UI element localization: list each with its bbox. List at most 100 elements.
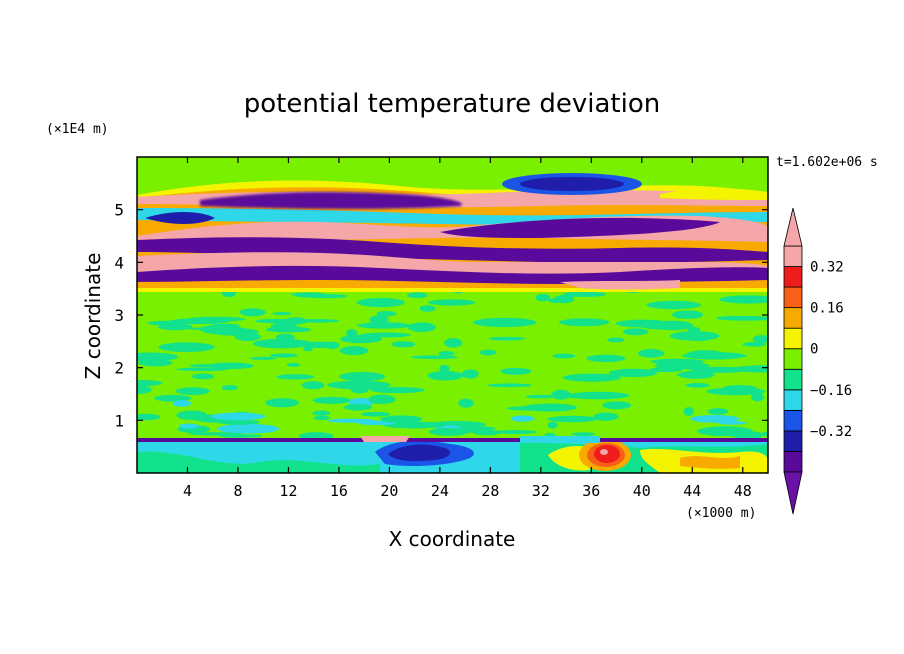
field-patch (340, 334, 382, 344)
field-patch (234, 332, 261, 342)
field-patch (137, 352, 179, 362)
field-patch (299, 341, 340, 348)
field-patch (175, 387, 210, 395)
warm-anomaly-peak (600, 449, 608, 455)
field-patch (571, 432, 595, 437)
field-patch (217, 423, 280, 434)
field-patch (327, 418, 376, 423)
band-cold-low (137, 265, 768, 284)
x-tick-label: 16 (330, 482, 348, 500)
field-patch (391, 341, 416, 348)
colorbar-swatch (783, 327, 803, 350)
field-patch (761, 431, 768, 437)
colorbar-swatch (783, 307, 803, 329)
field-patch (473, 429, 501, 436)
field-patch (458, 398, 474, 408)
field-patch (510, 415, 535, 422)
colorbar-tick-label: 0.16 (810, 301, 844, 317)
inversion-warm-bit (360, 436, 410, 442)
field-patch (380, 415, 423, 423)
top-warm-right (660, 188, 768, 200)
field-patch (188, 432, 243, 436)
field-patch (286, 362, 301, 367)
field-patch (369, 386, 425, 394)
y-axis-label: Z coordinate (81, 253, 105, 380)
field-patch (249, 356, 277, 360)
field-patch (669, 331, 720, 341)
field-patch (500, 367, 532, 375)
field-patch (383, 421, 447, 429)
field-patch (138, 359, 173, 367)
band-cold-mid-left (145, 212, 215, 224)
field-patch (654, 362, 710, 370)
field-patch (706, 387, 766, 396)
field-patch (752, 335, 768, 343)
y-unit-label: (×1E4 m) (46, 122, 109, 137)
chart-title: potential temperature deviation (244, 89, 660, 119)
top-cold-cell-core (520, 177, 624, 191)
colorbar-swatch (783, 368, 803, 391)
colorbar: 0.32 0.16 0 −0.16 −0.32 (783, 207, 852, 515)
field-patch (313, 415, 331, 421)
y-tick-label: 1 (114, 411, 124, 430)
field-patch (207, 362, 254, 370)
field-patch (428, 427, 470, 436)
field-patch (239, 308, 266, 317)
band-warm-tail (560, 280, 680, 290)
field-patch (438, 351, 455, 356)
field-patch (360, 411, 391, 417)
field-patch (210, 412, 266, 421)
field-patch (343, 403, 373, 411)
field-patch (346, 328, 358, 339)
field-patch (200, 324, 243, 335)
field-patch (562, 392, 627, 399)
field-patch (608, 368, 658, 378)
field-patch (646, 300, 701, 310)
field-patch (535, 293, 551, 302)
colorbar-tick-label: 0.32 (810, 260, 844, 276)
field-patch (602, 401, 632, 410)
colorbar-swatch (783, 451, 803, 473)
field-patch (176, 367, 228, 371)
field-patch (547, 421, 558, 429)
colorbar-over-triangle (783, 207, 803, 247)
x-tick-label: 36 (582, 482, 600, 500)
field-patch (444, 338, 463, 348)
field-patch (460, 426, 496, 431)
field-patch (719, 295, 768, 304)
x-tick-label: 44 (683, 482, 701, 500)
field-patch (179, 423, 200, 429)
field-patch (312, 410, 331, 416)
field-patch (221, 384, 238, 391)
field-patch (147, 320, 185, 326)
field-patch (339, 346, 369, 356)
colorbar-tick-label: 0 (810, 342, 818, 358)
field-patch (427, 370, 464, 381)
upper-layer (137, 173, 768, 292)
lower-orange-right (680, 456, 740, 469)
colorbar-swatch (783, 430, 803, 452)
field-patch (593, 412, 619, 421)
colorbar-swatch (783, 286, 803, 309)
x-axis-label: X coordinate (389, 527, 516, 551)
lower-layer (137, 436, 768, 473)
field-patch (742, 341, 767, 347)
x-tick-label: 40 (633, 482, 651, 500)
field-patch (558, 318, 610, 327)
x-tick-label: 20 (380, 482, 398, 500)
inversion-cyan-cut (520, 436, 600, 443)
field-patch (707, 408, 729, 415)
field-patch (473, 317, 537, 328)
field-patch (369, 315, 389, 324)
field-patch (691, 366, 750, 373)
field-patch (137, 385, 152, 394)
x-tick-label: 32 (532, 482, 550, 500)
field-patch (265, 398, 299, 408)
field-patch (356, 297, 405, 308)
field-patch (488, 336, 526, 341)
field-patch (254, 318, 303, 324)
x-tick-label: 4 (183, 482, 192, 500)
colorbar-swatch (783, 266, 803, 288)
field-patch (615, 319, 670, 328)
